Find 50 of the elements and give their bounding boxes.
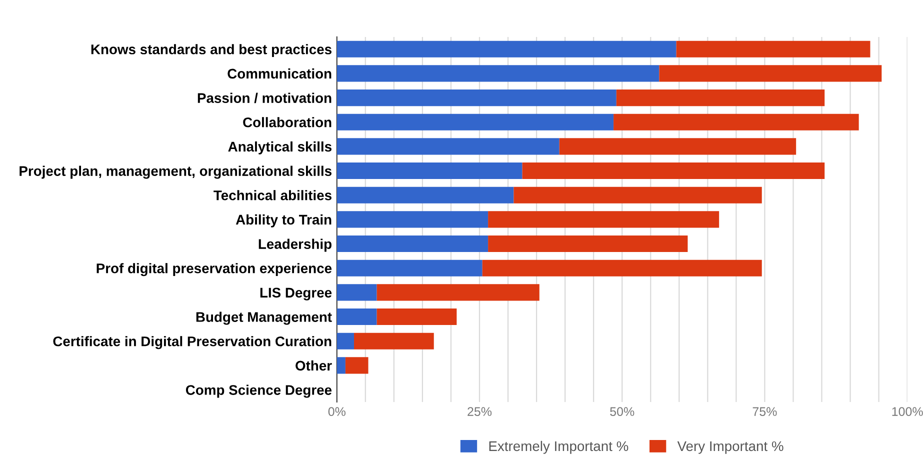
x-tick-label: 0% — [328, 407, 346, 416]
y-tick-label: Comp Science Degree — [186, 384, 332, 398]
bar — [482, 260, 762, 276]
y-tick-label: Project plan, management, organizational skills — [20, 166, 332, 179]
bar — [616, 90, 825, 106]
y-tick-label: Ability to Train — [236, 214, 332, 228]
bar — [514, 186, 762, 204]
bar — [488, 236, 688, 252]
y-tick-label: Communication — [228, 68, 332, 79]
bar — [336, 114, 614, 130]
y-tick-label: Other — [296, 360, 332, 371]
bar — [376, 284, 540, 301]
bar — [336, 40, 676, 58]
bar — [345, 357, 368, 374]
x-tick-label: 75% — [752, 407, 777, 416]
y-tick-label: Leadership — [258, 238, 332, 252]
bar — [559, 138, 796, 155]
legend-label: Extremely Important % — [489, 440, 628, 454]
bar — [336, 211, 488, 228]
bar — [354, 332, 434, 350]
bar — [488, 211, 720, 228]
y-tick-label: Collaboration — [243, 117, 332, 128]
bar — [336, 90, 616, 106]
y-tick-label: Certificate in Digital Preservation Curation — [53, 336, 332, 350]
bar — [336, 284, 377, 301]
y-tick-label: Technical abilities — [214, 190, 332, 200]
y-tick-label: Analytical skills — [228, 141, 332, 154]
bar — [676, 40, 870, 58]
bar — [336, 65, 660, 82]
bar — [659, 65, 882, 82]
bar — [376, 308, 457, 326]
bar — [336, 236, 488, 252]
bar — [336, 357, 346, 374]
bar — [522, 162, 825, 180]
x-tick-label: 25% — [468, 407, 492, 416]
bar — [614, 114, 859, 130]
legend-label: Very Important % — [677, 441, 784, 454]
bar — [336, 308, 377, 326]
y-tick-label: Passion / motivation — [198, 92, 332, 104]
y-tick-label: Budget Management — [196, 312, 332, 325]
y-tick-label: Knows standards and best practices — [91, 44, 332, 58]
bar — [336, 162, 522, 180]
x-tick-label: 50% — [610, 407, 634, 416]
y-tick-label: Prof digital preservation experience — [96, 263, 332, 276]
bar — [336, 186, 514, 204]
bar — [336, 260, 482, 276]
y-tick-label: LIS Degree — [260, 288, 332, 300]
bar — [336, 332, 354, 350]
bar — [336, 138, 560, 155]
x-tick-label: 100% — [892, 407, 923, 416]
